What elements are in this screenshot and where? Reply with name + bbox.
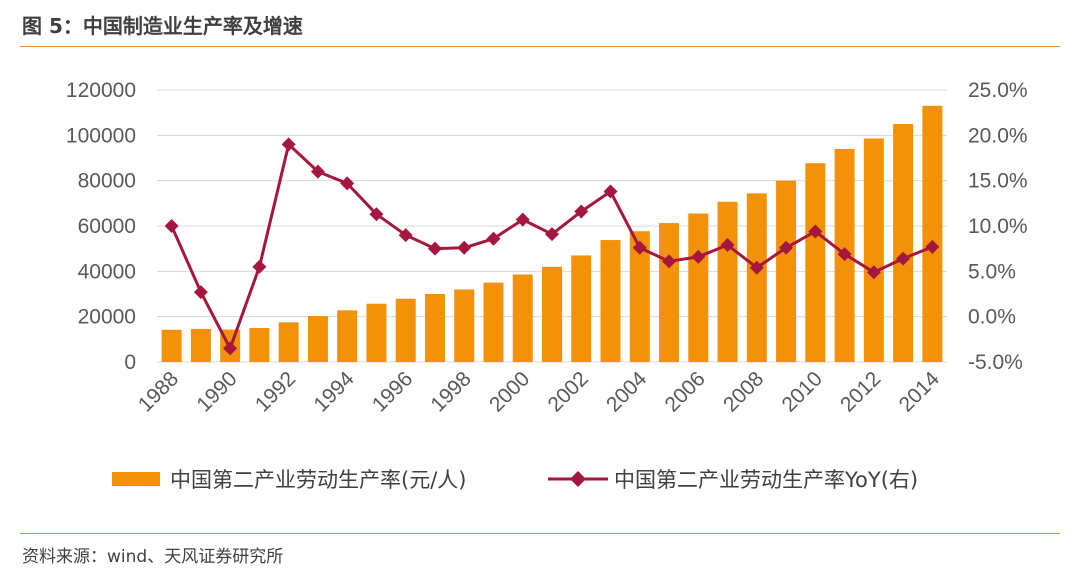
bar-2002 — [571, 255, 592, 362]
yoy-point-2009 — [779, 240, 794, 255]
bar-1996 — [395, 298, 416, 362]
x-tick-label: 1998 — [426, 367, 475, 416]
x-tick-label: 2000 — [485, 367, 534, 416]
bar-2000 — [512, 274, 533, 362]
x-tick-label: 2012 — [836, 367, 885, 416]
yoy-point-1999 — [486, 231, 501, 246]
right-tick-label: 25.0% — [968, 79, 1028, 102]
yoy-point-1997 — [427, 241, 442, 256]
bar-2003 — [600, 240, 621, 362]
yoy-point-2014 — [925, 239, 940, 254]
bar-2001 — [542, 266, 562, 362]
right-tick-label: 20.0% — [968, 124, 1028, 147]
bar-2008 — [746, 193, 767, 362]
right-tick-label: -5.0% — [968, 351, 1023, 374]
bar-1999 — [483, 282, 504, 362]
x-tick-label: 1990 — [192, 367, 241, 416]
yoy-point-2002 — [574, 204, 589, 219]
x-tick-label: 2004 — [602, 367, 652, 417]
x-axis-ticks: 1988 1990 1992 1994 1996 1998 2000 2002 2004 2006… — [134, 367, 944, 417]
right-tick-label: 15.0% — [968, 170, 1028, 193]
left-tick-label: 60000 — [78, 215, 136, 238]
right-axis-ticks: -5.0% 0.0% 5.0% 10.0% 15.0% 20.0% 25.0% — [968, 79, 1028, 374]
x-tick-label: 2008 — [719, 367, 768, 416]
left-tick-label: 80000 — [78, 170, 136, 193]
yoy-point-2010 — [808, 224, 823, 239]
bar-2005 — [659, 223, 680, 362]
bar-1994 — [337, 310, 358, 362]
yoy-point-1994 — [340, 176, 355, 191]
bar-2014 — [922, 105, 943, 362]
x-tick-label: 2002 — [543, 367, 592, 416]
source-note: 资料来源：wind、天风证券研究所 — [22, 547, 284, 567]
yoy-point-1988 — [164, 219, 179, 233]
title-divider — [20, 46, 1060, 47]
right-tick-label: 10.0% — [968, 215, 1028, 238]
left-axis-ticks: 0 20000 40000 60000 80000 100000 120000 — [66, 79, 136, 374]
yoy-point-2007 — [720, 238, 735, 253]
yoy-point-1989 — [193, 285, 208, 300]
yoy-point-2005 — [662, 254, 677, 269]
yoy-point-2012 — [866, 265, 881, 280]
yoy-point-1998 — [457, 240, 472, 255]
bar-1991 — [249, 328, 270, 362]
x-tick-label: 1994 — [309, 367, 359, 417]
yoy-point-1996 — [398, 228, 413, 243]
yoy-point-2008 — [749, 260, 764, 275]
x-tick-label: 1988 — [134, 367, 183, 416]
x-tick-label: 1992 — [251, 367, 300, 416]
x-tick-label: 1996 — [368, 367, 417, 416]
x-tick-label: 2006 — [661, 367, 710, 416]
x-tick-label: 2014 — [895, 367, 945, 417]
left-tick-label: 40000 — [78, 260, 136, 283]
bar-2006 — [688, 213, 709, 362]
bar-1992 — [278, 322, 299, 362]
legend-line-marker — [570, 471, 586, 487]
yoy-point-2011 — [837, 247, 852, 262]
bar-1995 — [366, 303, 387, 362]
yoy-point-2013 — [896, 251, 911, 266]
yoy-point-2004 — [632, 240, 647, 255]
left-tick-label: 0 — [124, 351, 136, 374]
bar-2010 — [805, 163, 826, 362]
bar-1989 — [190, 328, 211, 362]
line-series — [164, 137, 940, 356]
footer-divider — [20, 533, 1060, 534]
left-tick-label: 120000 — [66, 79, 136, 102]
left-tick-label: 100000 — [66, 124, 136, 147]
bar-1997 — [424, 294, 445, 362]
right-tick-label: 5.0% — [968, 260, 1016, 283]
yoy-point-1993 — [310, 164, 325, 179]
legend: 中国第二产业劳动生产率(元/人) 中国第二产业劳动生产率YoY(右) — [112, 468, 918, 492]
legend-bar-swatch — [112, 472, 160, 486]
yoy-point-2003 — [603, 184, 618, 199]
x-tick-label: 2010 — [778, 367, 827, 416]
yoy-point-2001 — [545, 227, 559, 242]
bar-series — [161, 105, 943, 362]
bar-2009 — [776, 180, 797, 362]
bar-2013 — [893, 124, 914, 362]
legend-line-label: 中国第二产业劳动生产率YoY(右) — [614, 468, 918, 492]
bar-2004 — [629, 231, 650, 362]
bar-2012 — [863, 138, 884, 362]
figure-title: 图 5：中国制造业生产率及增速 — [22, 14, 303, 38]
yoy-point-2000 — [515, 212, 530, 227]
bar-1993 — [307, 315, 328, 362]
left-tick-label: 20000 — [78, 306, 136, 329]
bar-1988 — [161, 329, 182, 362]
bar-2007 — [717, 201, 738, 362]
yoy-point-1995 — [369, 207, 384, 222]
right-tick-label: 0.0% — [968, 306, 1016, 329]
legend-bar-label: 中国第二产业劳动生产率(元/人) — [170, 468, 466, 492]
yoy-point-2006 — [691, 249, 706, 264]
yoy-point-1991 — [252, 259, 267, 274]
yoy-point-1990 — [223, 341, 238, 356]
bar-1998 — [454, 289, 475, 362]
yoy-point-1992 — [281, 137, 296, 152]
